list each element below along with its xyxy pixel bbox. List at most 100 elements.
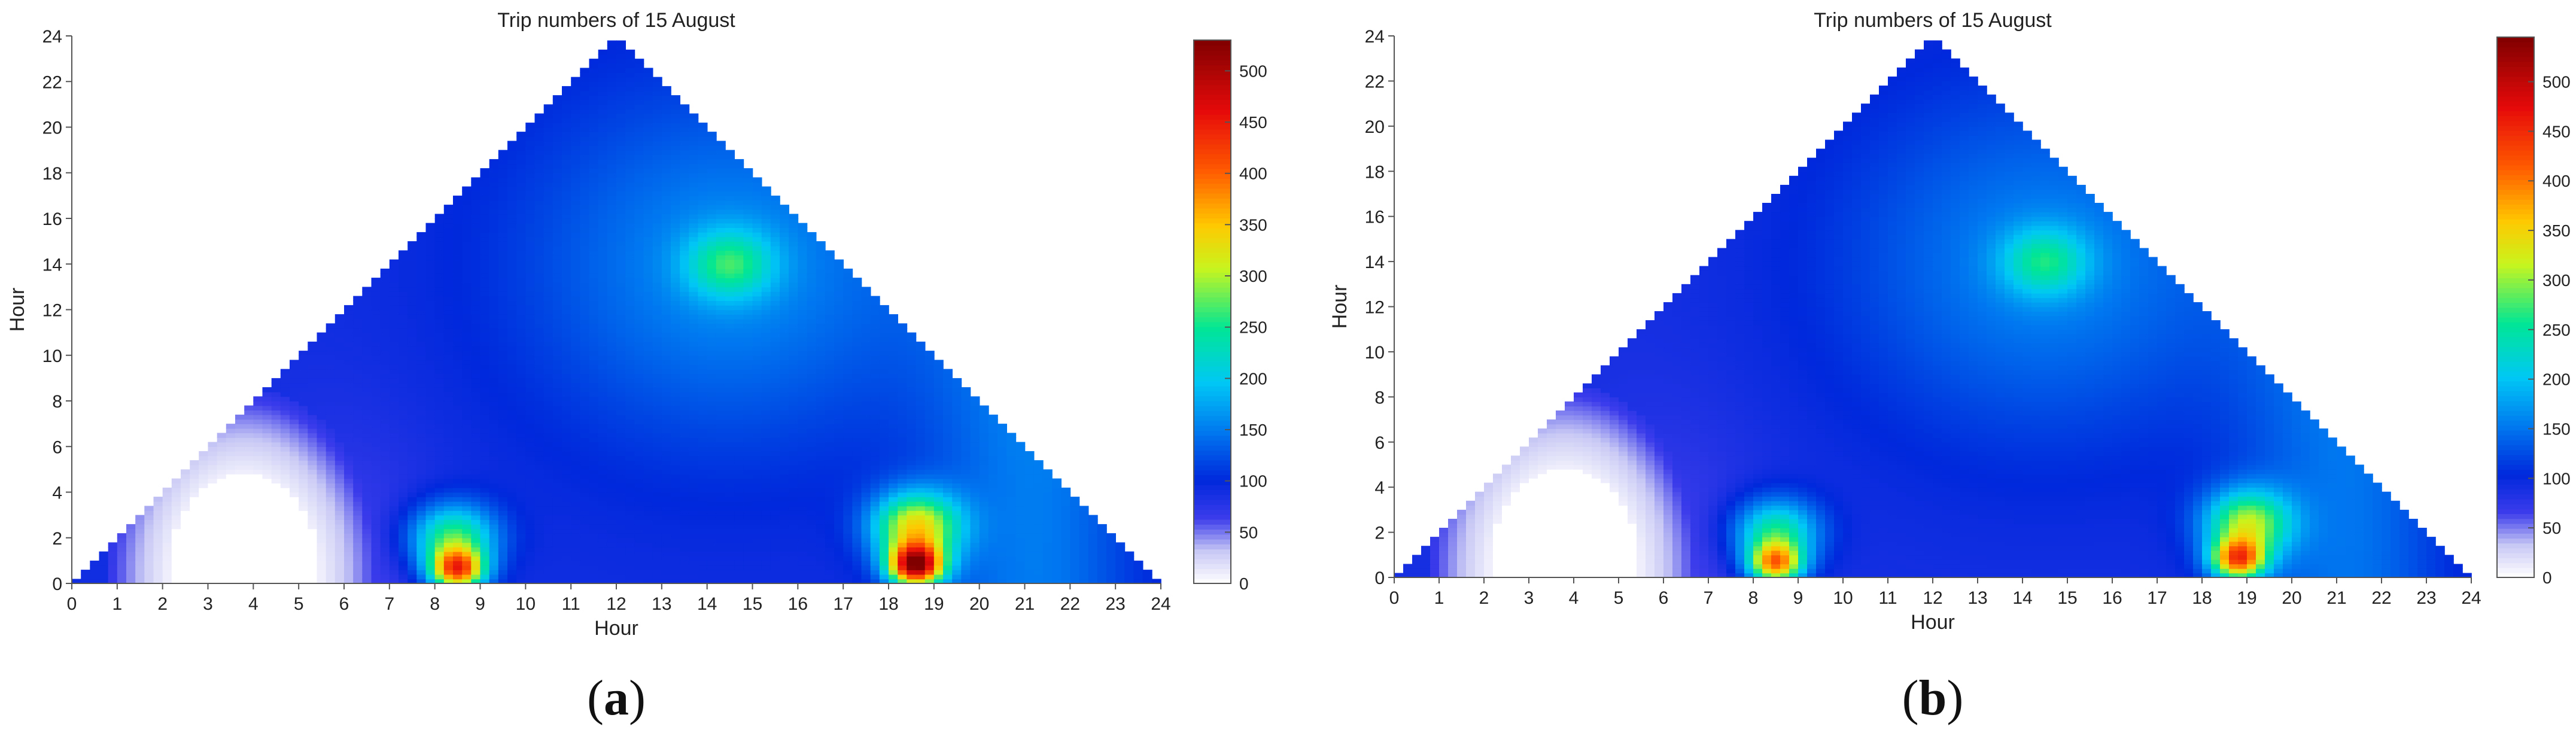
heatmap-cell bbox=[399, 492, 408, 497]
heatmap-cell bbox=[625, 150, 635, 155]
heatmap-cell bbox=[525, 227, 536, 233]
heatmap-cell bbox=[552, 300, 562, 306]
heatmap-cell bbox=[344, 565, 354, 570]
heatmap-cell bbox=[262, 537, 272, 543]
heatmap-cell bbox=[190, 487, 200, 493]
heatmap-cell bbox=[290, 464, 299, 470]
heatmap-cell bbox=[571, 551, 581, 556]
heatmap-cell bbox=[571, 90, 581, 96]
heatmap-cell bbox=[334, 378, 345, 384]
heatmap-cell bbox=[562, 136, 571, 142]
heatmap-cell bbox=[434, 255, 445, 260]
heatmap-cell bbox=[280, 524, 290, 530]
heatmap-cell bbox=[434, 245, 445, 251]
heatmap-cell bbox=[317, 542, 327, 548]
heatmap-cell bbox=[643, 86, 653, 92]
heatmap-cell bbox=[489, 424, 499, 429]
heatmap-cell bbox=[562, 236, 571, 242]
heatmap-cell bbox=[534, 305, 545, 311]
heatmap-cell bbox=[498, 296, 508, 301]
heatmap-cell bbox=[262, 574, 272, 580]
heatmap-cell bbox=[453, 528, 463, 534]
heatmap-cell bbox=[607, 547, 617, 552]
heatmap-cell bbox=[607, 141, 617, 146]
heatmap-cell bbox=[380, 305, 390, 311]
heatmap-cell bbox=[580, 551, 590, 556]
heatmap-cell bbox=[280, 579, 290, 584]
heatmap-cell bbox=[199, 451, 209, 457]
heatmap-cell bbox=[589, 136, 599, 142]
heatmap-cell bbox=[271, 542, 281, 548]
heatmap-cell bbox=[489, 369, 499, 374]
heatmap-cell bbox=[226, 446, 236, 452]
heatmap-cell bbox=[434, 232, 445, 238]
heatmap-cell bbox=[516, 369, 527, 374]
heatmap-cell bbox=[453, 218, 463, 224]
heatmap-cell bbox=[399, 341, 408, 347]
heatmap-cell bbox=[562, 186, 571, 191]
heatmap-cell bbox=[280, 519, 290, 525]
heatmap-cell bbox=[416, 305, 427, 311]
heatmap-cell bbox=[689, 132, 699, 137]
heatmap-cell bbox=[362, 305, 372, 311]
heatmap-cell bbox=[507, 551, 517, 556]
heatmap-cell bbox=[725, 547, 735, 552]
heatmap-cell bbox=[634, 214, 644, 219]
heatmap-cell bbox=[643, 487, 653, 493]
heatmap-cell bbox=[598, 487, 608, 493]
heatmap-cell bbox=[326, 332, 336, 337]
heatmap-cell bbox=[253, 574, 263, 580]
heatmap-cell bbox=[344, 414, 354, 420]
heatmap-cell bbox=[407, 464, 418, 470]
heatmap-cell bbox=[652, 250, 662, 256]
heatmap-cell bbox=[425, 273, 436, 278]
heatmap-cell bbox=[480, 223, 490, 228]
heatmap-cell bbox=[616, 387, 626, 393]
heatmap-cell bbox=[416, 428, 427, 434]
heatmap-cell bbox=[616, 278, 626, 283]
heatmap-cell bbox=[425, 341, 436, 347]
heatmap-cell bbox=[389, 487, 399, 493]
heatmap-cell bbox=[317, 574, 327, 580]
heatmap-cell bbox=[616, 501, 626, 507]
heatmap-cell bbox=[652, 90, 662, 96]
heatmap-cell bbox=[680, 501, 690, 507]
heatmap-cell bbox=[607, 259, 617, 264]
heatmap-cell bbox=[525, 419, 536, 424]
heatmap-cell bbox=[625, 401, 635, 406]
heatmap-cell bbox=[671, 492, 680, 497]
heatmap-cell bbox=[580, 556, 590, 561]
heatmap-cell bbox=[334, 346, 345, 351]
heatmap-cell bbox=[562, 255, 571, 260]
heatmap-cell bbox=[725, 542, 735, 548]
heatmap-cell bbox=[652, 150, 662, 155]
heatmap-cell bbox=[562, 113, 571, 118]
heatmap-cell bbox=[126, 533, 136, 539]
heatmap-cell bbox=[489, 497, 499, 502]
heatmap-cell bbox=[698, 177, 708, 183]
heatmap-cell bbox=[589, 172, 599, 178]
heatmap-cell bbox=[562, 524, 571, 530]
heatmap-cell bbox=[680, 282, 690, 288]
heatmap-cell bbox=[707, 469, 717, 475]
heatmap-cell bbox=[290, 528, 299, 534]
heatmap-cell bbox=[671, 433, 680, 438]
heatmap-cell bbox=[598, 524, 608, 530]
heatmap-cell bbox=[607, 556, 617, 561]
heatmap-cell bbox=[262, 487, 272, 493]
heatmap-cell bbox=[689, 136, 699, 142]
heatmap-cell bbox=[534, 200, 545, 205]
heatmap-cell bbox=[217, 478, 227, 483]
heatmap-cell bbox=[671, 186, 680, 191]
heatmap-cell bbox=[471, 328, 481, 333]
heatmap-cell bbox=[471, 565, 481, 570]
heatmap-cell bbox=[552, 478, 562, 483]
heatmap-cell bbox=[389, 524, 399, 530]
heatmap-cell bbox=[534, 218, 545, 224]
heatmap-cell bbox=[498, 282, 508, 288]
heatmap-cell bbox=[244, 556, 254, 561]
heatmap-cell bbox=[580, 296, 590, 301]
heatmap-cell bbox=[680, 273, 690, 278]
heatmap-cell bbox=[661, 410, 671, 415]
heatmap-cell bbox=[671, 113, 680, 118]
